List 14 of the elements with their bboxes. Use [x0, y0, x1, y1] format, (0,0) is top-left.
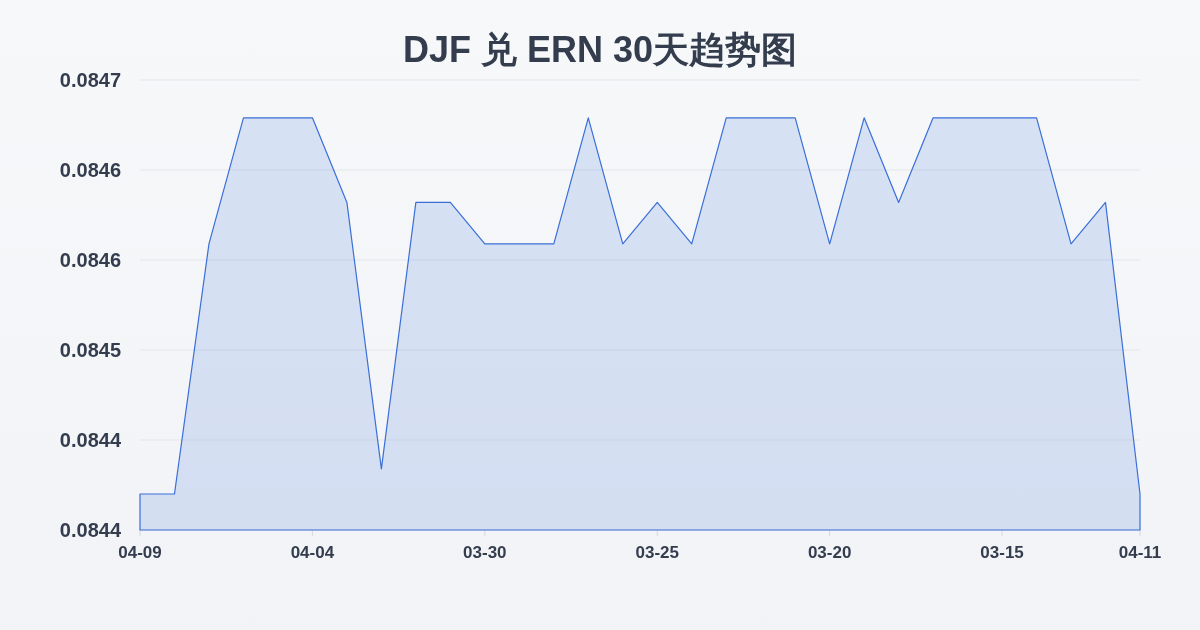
x-tick-label: 03-20 [807, 543, 852, 562]
y-tick-label: 0.0845 [59, 339, 121, 361]
y-tick-label: 0.0844 [59, 429, 122, 451]
x-tick-label: 04-09 [118, 543, 162, 562]
y-tick-label: 0.0847 [59, 69, 121, 91]
y-tick-label: 0.0846 [59, 159, 121, 181]
x-tick-label: 03-30 [463, 543, 507, 562]
x-tick-label: 04-11 [1118, 543, 1162, 562]
x-tick-label: 04-04 [290, 543, 335, 562]
y-tick-label: 0.0844 [59, 519, 122, 541]
y-tick-label: 0.0846 [59, 249, 121, 271]
chart-title: DJF 兑 ERN 30天趋势图 [402, 29, 798, 70]
x-tick-label: 03-25 [635, 543, 679, 562]
x-tick-label: 03-15 [980, 543, 1024, 562]
